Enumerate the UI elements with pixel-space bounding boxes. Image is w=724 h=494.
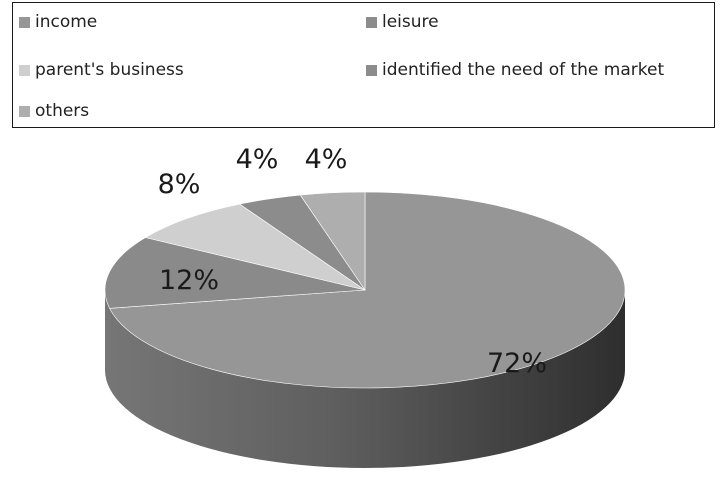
legend-item-leisure: leisure — [366, 10, 439, 34]
pie-side-wall — [105, 290, 625, 468]
slice-label-income: 72% — [487, 348, 547, 379]
pie-value-labels: 72% 12% 8% 4% 4% — [158, 144, 547, 379]
pie-slice-others — [144, 203, 366, 291]
slice-label-others: 8% — [158, 169, 201, 200]
legend-swatch-market-need — [366, 64, 377, 76]
legend-item-income: income — [19, 10, 97, 34]
legend-swatch-leisure — [366, 16, 377, 28]
legend-label-parents-business: parent's business — [35, 60, 184, 80]
legend-label-leisure: leisure — [382, 12, 439, 32]
slice-label-market-need: 4% — [305, 144, 348, 175]
legend-label-market-need: identified the need of the market — [382, 60, 665, 80]
legend-item-others: others — [19, 99, 89, 123]
pie-slice-income — [109, 191, 626, 389]
pie-slices — [104, 191, 626, 389]
legend-swatch-others — [19, 105, 30, 117]
legend-item-market-need: identified the need of the market — [366, 58, 664, 82]
slice-label-parents-business: 12% — [159, 265, 219, 296]
legend-swatch-parents-business — [19, 64, 30, 76]
slice-label-leisure: 4% — [236, 144, 279, 175]
legend-item-parents-business: parent's business — [19, 58, 184, 82]
legend-label-income: income — [35, 12, 98, 32]
pie-slice-market-need — [299, 191, 366, 291]
pie-slice-parents-business — [104, 237, 366, 309]
chart-legend: income leisure parent's business identif… — [12, 2, 715, 128]
legend-swatch-income — [19, 16, 30, 28]
legend-label-others: others — [35, 101, 90, 121]
